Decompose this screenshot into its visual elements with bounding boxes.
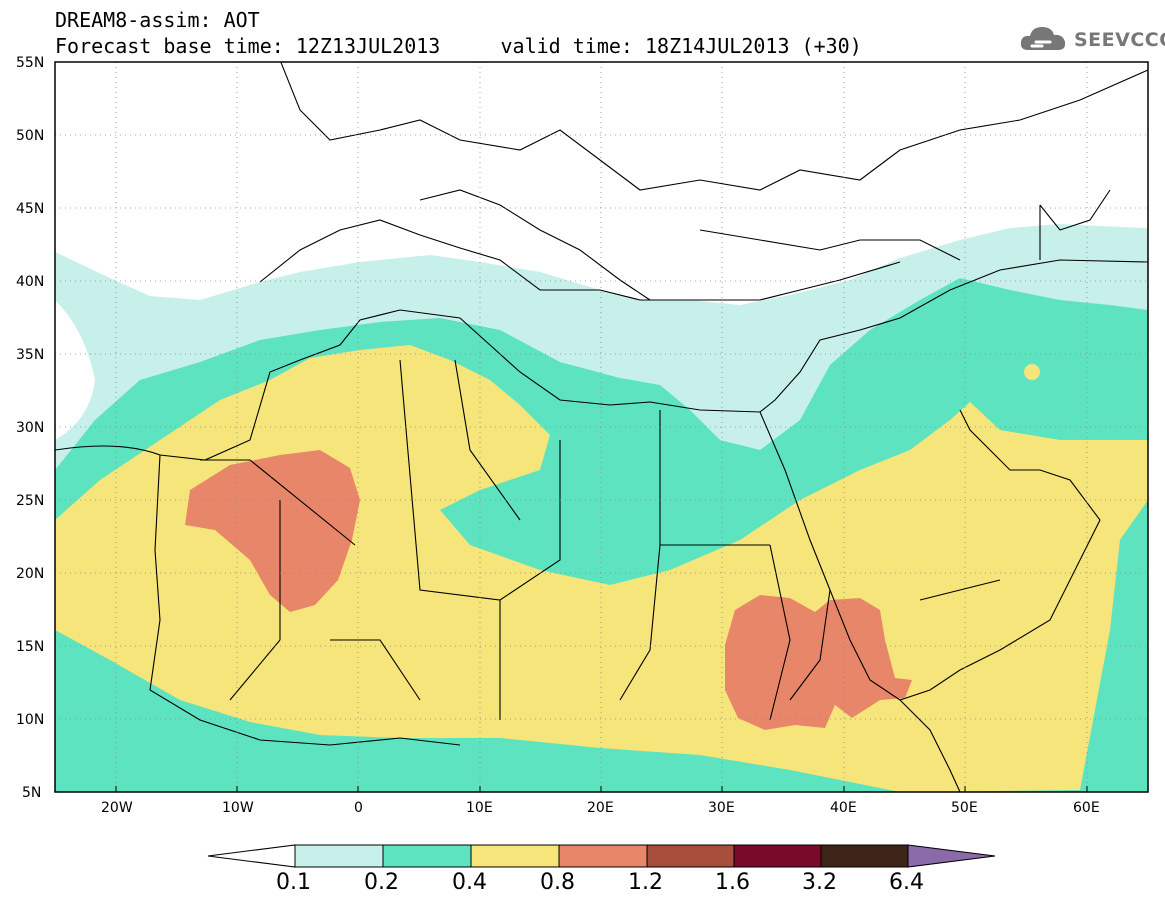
colorbar-arrow-right bbox=[907, 844, 996, 868]
lat-label: 15N bbox=[16, 639, 45, 655]
colorbar-swatch-0.8 bbox=[558, 844, 648, 868]
coastlines bbox=[55, 62, 1148, 792]
colorbar-label: 1.6 bbox=[715, 870, 750, 895]
lat-label: 40N bbox=[16, 274, 45, 290]
title-line1: DREAM8-assim: AOT bbox=[55, 8, 260, 32]
colorbar-label: 0.4 bbox=[452, 870, 487, 895]
colorbar-label: 0.2 bbox=[364, 870, 399, 895]
gridlines bbox=[55, 62, 1148, 792]
colorbar-swatch-3.2 bbox=[820, 844, 909, 868]
axis-ticks bbox=[115, 786, 1088, 792]
lon-label: 50E bbox=[951, 800, 978, 816]
seevccc-logo: SEEVCCC bbox=[1018, 22, 1165, 58]
lon-label: 0 bbox=[354, 800, 363, 816]
lat-label: 10N bbox=[16, 712, 45, 728]
colorbar-label: 1.2 bbox=[628, 870, 663, 895]
lon-label: 10E bbox=[466, 800, 493, 816]
lat-label: 35N bbox=[16, 347, 45, 363]
lat-label: 5N bbox=[22, 785, 42, 801]
lon-label: 20E bbox=[587, 800, 614, 816]
lat-label: 50N bbox=[16, 128, 45, 144]
title-line2: Forecast base time: 12Z13JUL2013 valid t… bbox=[55, 34, 862, 58]
colorbar-swatch-1.6 bbox=[733, 844, 822, 868]
colorbar-swatch-1.2 bbox=[646, 844, 735, 868]
lon-label: 60E bbox=[1073, 800, 1100, 816]
colorbar-swatch-0.4 bbox=[470, 844, 560, 868]
colorbar-label: 6.4 bbox=[889, 870, 924, 895]
lat-label: 30N bbox=[16, 420, 45, 436]
lon-label: 30E bbox=[708, 800, 735, 816]
aot-band-0.8-west bbox=[185, 450, 360, 612]
aot-spot-0.4 bbox=[1024, 364, 1040, 380]
lat-label: 25N bbox=[16, 493, 45, 509]
lon-label: 40E bbox=[830, 800, 857, 816]
lat-label: 45N bbox=[16, 201, 45, 217]
colorbar-swatch-0.1 bbox=[294, 844, 384, 868]
lon-label: 20W bbox=[101, 800, 133, 816]
lat-label: 20N bbox=[16, 566, 45, 582]
colorbar-arrow-left bbox=[207, 844, 296, 868]
colorbar bbox=[207, 844, 996, 868]
colorbar-label: 0.8 bbox=[540, 870, 575, 895]
cloud-icon bbox=[1020, 27, 1066, 50]
aot-clearsea-white bbox=[55, 300, 95, 440]
lon-label: 10W bbox=[222, 800, 254, 816]
colorbar-label: 3.2 bbox=[802, 870, 837, 895]
logo-text: SEEVCCC bbox=[1074, 29, 1165, 51]
colorbar-label: 0.1 bbox=[276, 870, 311, 895]
lat-label: 55N bbox=[16, 55, 45, 71]
colorbar-swatch-0.2 bbox=[382, 844, 472, 868]
